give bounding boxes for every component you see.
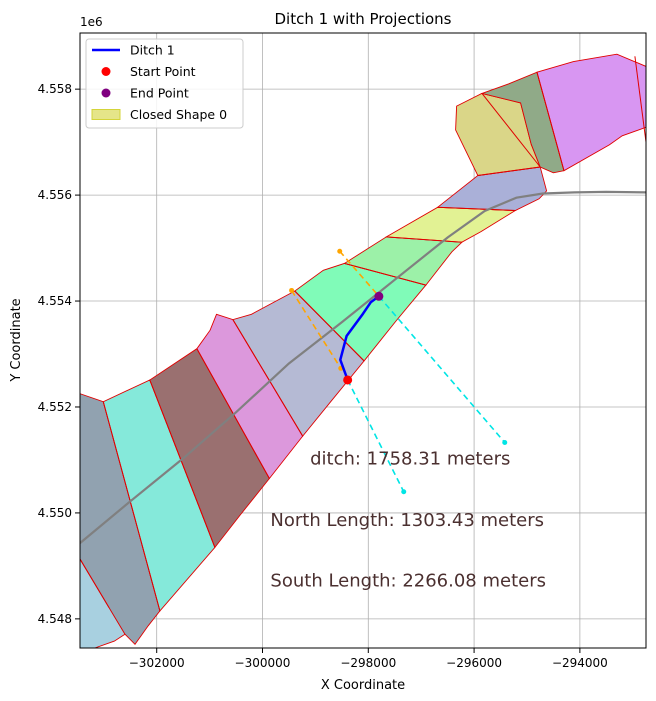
shape-divider-5 [294,290,365,362]
x-tick-label-1: −300000 [235,656,291,670]
legend-label-3: Closed Shape 0 [130,107,227,122]
legend-swatch-3 [91,109,121,120]
shape-divider-8 [437,206,516,211]
x-tick-label-3: −296000 [446,656,502,670]
start-point-marker [343,375,353,385]
y-axis-offset-label: 1e6 [80,15,103,29]
north-projection-line-a [290,290,342,369]
legend-swatch-2 [101,88,111,98]
shape-divider-7 [386,236,462,243]
annotation-text-0: ditch: 1758.31 meters [310,449,510,470]
ditch-line [339,295,380,381]
south-projection-point-3 [502,439,508,445]
north-projection-point-0 [289,287,295,293]
annotations: ditch: 1758.31 meters North Length: 1303.… [270,449,546,592]
legend: Ditch 1 Start Point End Point Closed Shape … [85,38,244,129]
x-tick-label-2: −298000 [340,656,396,670]
legend-label-0: Ditch 1 [130,43,175,58]
legend-swatch-1 [101,67,111,76]
closed-shape-1 [80,393,161,645]
legend-label-2: End Point [130,86,189,101]
legend-label-1: Start Point [130,64,196,79]
x-axis-label: X Coordinate [321,678,405,693]
y-tick-label-4: 4.556 [38,188,72,202]
closed-shapes [80,53,646,648]
chart-title: Ditch 1 with Projections [274,10,451,28]
shape-divider-9 [477,166,541,176]
y-tick-label-2: 4.552 [38,400,72,414]
x-tick-label-0: −302000 [129,656,185,670]
south-projection-point-1 [401,489,407,495]
shape-divider-6 [344,262,427,286]
shape-divider-10 [481,93,541,168]
centerline-path [80,190,646,544]
y-tick-label-0: 4.548 [38,612,72,626]
x-tick-label-4: −294000 [552,656,608,670]
shape-divider-2 [149,379,216,548]
legend-box [85,38,244,129]
y-axis-label: Y Coordinate [9,298,24,382]
shape-divider-4 [232,319,304,437]
plot-frame [79,32,647,649]
shape-divider-11 [536,72,565,171]
shape-divider-0 [80,558,110,608]
south-projection-line-b [378,295,506,443]
annotation-text-2: South Length: 2266.08 meters [270,571,546,592]
closed-shape-12 [536,53,646,172]
axis-ticks: −302000 −300000 −298000 −296000 −294000 4.548… [38,82,608,670]
centerline [80,190,646,544]
end-point-marker [374,291,384,301]
south-projection-line-a [346,379,405,493]
y-tick-label-5: 4.558 [38,82,72,96]
north-projection-point-2 [337,248,343,254]
y-tick-label-1: 4.550 [38,506,72,520]
annotation-text-1: North Length: 1303.43 meters [270,510,544,531]
shape-divider-12 [634,56,646,143]
ditch-layer [339,291,384,385]
y-tick-label-3: 4.554 [38,294,72,308]
shape-divider-1 [102,401,161,612]
